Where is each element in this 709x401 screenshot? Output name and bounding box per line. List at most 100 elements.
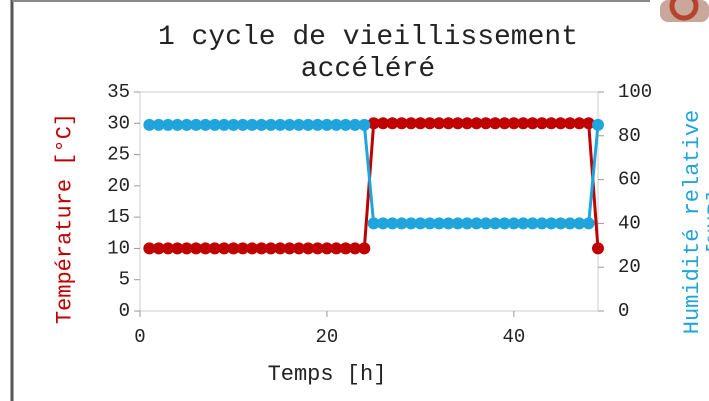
y-axis-label: Température [°C]	[52, 112, 78, 325]
data-point	[573, 117, 586, 130]
data-point	[283, 242, 296, 255]
data-point	[227, 118, 240, 131]
data-point	[190, 118, 203, 131]
data-point	[423, 217, 436, 230]
data-point	[395, 217, 408, 230]
chart-title: 1 cycle de vieillissement accéléré	[157, 22, 579, 85]
data-point	[451, 217, 464, 230]
data-point	[143, 118, 156, 131]
data-point	[489, 117, 502, 130]
data-point	[451, 117, 464, 130]
data-point	[507, 217, 520, 230]
data-point	[461, 117, 474, 130]
data-point	[162, 242, 175, 255]
data-point	[218, 118, 231, 131]
data-point	[526, 117, 539, 130]
data-point	[367, 117, 380, 130]
y2-tick-label: 80	[618, 125, 641, 147]
data-point	[246, 242, 259, 255]
data-point	[255, 118, 268, 131]
data-point	[180, 118, 193, 131]
data-point	[554, 217, 567, 230]
data-point	[414, 117, 427, 130]
data-point	[442, 217, 455, 230]
data-point	[208, 118, 221, 131]
data-point	[255, 242, 268, 255]
data-point	[592, 118, 604, 131]
data-point	[292, 118, 305, 131]
data-point	[190, 242, 203, 255]
data-point	[479, 217, 492, 230]
y-tick-label: 35	[107, 81, 130, 103]
data-point	[489, 217, 502, 230]
data-point	[320, 242, 333, 255]
data-point	[517, 117, 530, 130]
data-point	[433, 217, 446, 230]
data-point	[236, 118, 249, 131]
data-point	[582, 117, 595, 130]
data-point	[152, 242, 165, 255]
data-point	[563, 217, 576, 230]
y2-tick-label: 100	[618, 81, 652, 103]
data-point	[377, 217, 390, 230]
data-point	[264, 242, 277, 255]
data-point	[302, 242, 315, 255]
y2-axis-label: Humidité relative [%HR]	[680, 109, 709, 335]
data-point	[507, 117, 520, 130]
y-tick-label: 30	[107, 112, 130, 134]
y2-tick-label: 0	[618, 300, 629, 322]
photo-object	[669, 0, 699, 21]
x-tick-label: 0	[134, 326, 145, 348]
data-point	[405, 217, 418, 230]
data-point	[395, 117, 408, 130]
data-point	[180, 242, 193, 255]
data-point	[563, 117, 576, 130]
data-point	[227, 242, 240, 255]
data-point	[358, 118, 371, 131]
x-tick-label: 20	[316, 326, 339, 348]
data-point	[152, 118, 165, 131]
data-point	[405, 117, 418, 130]
data-point	[218, 242, 231, 255]
data-point	[348, 242, 361, 255]
data-point	[311, 242, 324, 255]
data-point	[517, 217, 530, 230]
data-point	[283, 118, 296, 131]
data-point	[208, 242, 221, 255]
y2-tick-label: 20	[618, 256, 641, 278]
data-point	[414, 217, 427, 230]
data-point	[545, 117, 558, 130]
data-point	[526, 217, 539, 230]
data-point	[535, 217, 548, 230]
data-point	[199, 242, 212, 255]
data-point	[199, 118, 212, 131]
data-point	[143, 242, 156, 255]
y-tick-label: 15	[107, 206, 130, 228]
data-point	[311, 118, 324, 131]
data-point	[498, 117, 511, 130]
data-point	[348, 118, 361, 131]
y2-tick-label: 40	[618, 212, 641, 234]
data-point	[320, 118, 333, 131]
y-tick-label: 0	[119, 300, 130, 322]
data-point	[302, 118, 315, 131]
data-point	[545, 217, 558, 230]
data-point	[479, 117, 492, 130]
data-point	[470, 217, 483, 230]
data-point	[592, 242, 604, 255]
data-point	[461, 217, 474, 230]
y-tick-label: 20	[107, 175, 130, 197]
data-point	[554, 117, 567, 130]
data-point	[377, 117, 390, 130]
data-point	[171, 118, 184, 131]
data-point	[386, 117, 399, 130]
data-point	[470, 117, 483, 130]
data-point	[358, 242, 371, 255]
data-point	[386, 217, 399, 230]
data-point	[330, 118, 343, 131]
data-point	[274, 118, 287, 131]
data-point	[582, 217, 595, 230]
data-point	[236, 242, 249, 255]
data-point	[292, 242, 305, 255]
